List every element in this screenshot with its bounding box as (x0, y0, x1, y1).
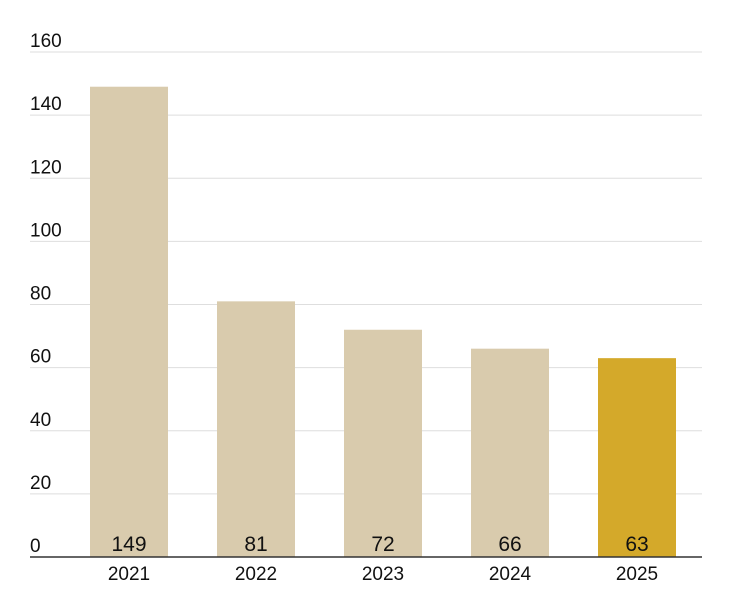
y-tick-label: 80 (30, 284, 51, 305)
bar-2024 (471, 348, 549, 557)
data-labels: 149 81 72 66 63 (111, 533, 648, 556)
data-label-2025: 63 (625, 533, 648, 556)
data-label-2022: 81 (244, 533, 267, 556)
y-tick-label: 0 (30, 536, 41, 557)
x-tick-label-2024: 2024 (489, 564, 532, 585)
x-tick-label-2022: 2022 (235, 564, 277, 585)
y-tick-label: 60 (30, 347, 51, 368)
data-label-2023: 72 (371, 533, 394, 556)
x-tick-label-2021: 2021 (108, 564, 150, 585)
y-tick-label: 40 (30, 410, 51, 431)
bar-2025 (598, 358, 676, 557)
y-tick-label: 100 (30, 220, 62, 241)
y-tick-label: 120 (30, 157, 62, 178)
data-label-2021: 149 (111, 533, 146, 556)
y-tick-label: 20 (30, 473, 51, 494)
x-tick-label-2025: 2025 (616, 564, 658, 585)
bars (90, 86, 676, 557)
x-tick-label-2023: 2023 (362, 564, 404, 585)
x-axis-tick-labels: 2021 2022 2023 2024 2025 (108, 564, 658, 585)
bar-2023 (344, 329, 422, 557)
bar-2021 (90, 86, 168, 557)
data-label-2024: 66 (498, 533, 521, 556)
y-tick-label: 160 (30, 31, 62, 52)
y-axis-tick-labels: 0 20 40 60 80 100 120 140 160 (30, 31, 62, 557)
y-tick-label: 140 (30, 94, 62, 115)
bar-2022 (217, 301, 295, 557)
